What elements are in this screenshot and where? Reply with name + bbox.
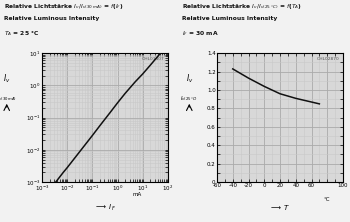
- Text: $I_v$: $I_v$: [186, 73, 193, 85]
- Text: Relative Lichtstärke $I_v/I_{v(30\,mA)}$ = $f$($I_F$): Relative Lichtstärke $I_v/I_{v(30\,mA)}$…: [4, 2, 123, 11]
- Text: Relative Luminous Intensity: Relative Luminous Intensity: [182, 16, 277, 21]
- Text: OHL02870: OHL02870: [316, 57, 339, 61]
- Text: $I_F$ = 30 mA: $I_F$ = 30 mA: [182, 29, 219, 38]
- Text: °C: °C: [324, 197, 330, 202]
- Text: $\longrightarrow$ $I_F$: $\longrightarrow$ $I_F$: [94, 203, 116, 213]
- Text: $\longrightarrow$ $T$: $\longrightarrow$ $T$: [269, 203, 291, 212]
- Text: mA: mA: [133, 192, 142, 197]
- Text: $I_v$: $I_v$: [3, 73, 10, 85]
- Text: $I_{v(25\,°C)}$: $I_{v(25\,°C)}$: [180, 95, 198, 103]
- Text: $T_A$ = 25 °C: $T_A$ = 25 °C: [4, 29, 39, 38]
- Text: Relative Luminous Intensity: Relative Luminous Intensity: [4, 16, 99, 21]
- Text: OHL01407: OHL01407: [141, 57, 164, 61]
- Text: $I_{v(30\,mA)}$: $I_{v(30\,mA)}$: [0, 95, 16, 103]
- Text: Relative Lichtstärke $I_v/I_{v(25\,°C)}$ = $f$($T_A$): Relative Lichtstärke $I_v/I_{v(25\,°C)}$…: [182, 2, 302, 11]
